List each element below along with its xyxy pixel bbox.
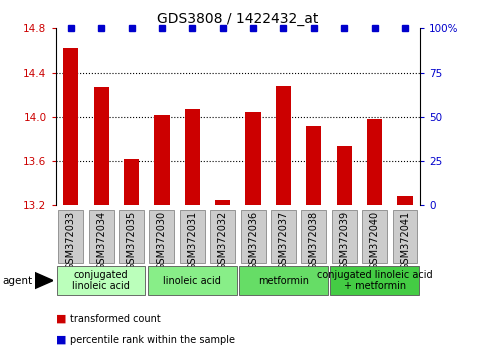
- Bar: [367, 119, 382, 205]
- FancyBboxPatch shape: [393, 210, 417, 263]
- Text: GSM372032: GSM372032: [218, 211, 227, 270]
- FancyBboxPatch shape: [241, 210, 266, 263]
- Text: GSM372039: GSM372039: [339, 211, 349, 270]
- Text: transformed count: transformed count: [70, 314, 161, 324]
- FancyBboxPatch shape: [301, 210, 327, 263]
- Text: linoleic acid: linoleic acid: [163, 275, 221, 286]
- Text: ■: ■: [56, 314, 66, 324]
- FancyBboxPatch shape: [57, 267, 145, 295]
- FancyBboxPatch shape: [239, 267, 328, 295]
- Text: GSM372038: GSM372038: [309, 211, 319, 270]
- Text: GSM372037: GSM372037: [279, 211, 288, 270]
- Text: GSM372034: GSM372034: [96, 211, 106, 270]
- FancyBboxPatch shape: [180, 210, 205, 263]
- FancyBboxPatch shape: [271, 210, 296, 263]
- Title: GDS3808 / 1422432_at: GDS3808 / 1422432_at: [157, 12, 319, 26]
- Text: GSM372030: GSM372030: [157, 211, 167, 270]
- Polygon shape: [35, 273, 53, 289]
- FancyBboxPatch shape: [210, 210, 235, 263]
- Text: GSM372036: GSM372036: [248, 211, 258, 270]
- FancyBboxPatch shape: [149, 210, 174, 263]
- Bar: [215, 200, 230, 205]
- Bar: [306, 126, 322, 205]
- Bar: [276, 86, 291, 205]
- Bar: [94, 87, 109, 205]
- Text: GSM372040: GSM372040: [369, 211, 380, 270]
- Text: ■: ■: [56, 335, 66, 345]
- Bar: [124, 159, 139, 205]
- Bar: [63, 48, 78, 205]
- Bar: [398, 196, 412, 205]
- Text: conjugated
linoleic acid: conjugated linoleic acid: [72, 270, 130, 291]
- FancyBboxPatch shape: [332, 210, 357, 263]
- FancyBboxPatch shape: [148, 267, 237, 295]
- FancyBboxPatch shape: [330, 267, 419, 295]
- Bar: [337, 145, 352, 205]
- Text: GSM372033: GSM372033: [66, 211, 76, 270]
- Text: metformin: metformin: [258, 275, 309, 286]
- Text: percentile rank within the sample: percentile rank within the sample: [70, 335, 235, 345]
- Text: GSM372031: GSM372031: [187, 211, 197, 270]
- FancyBboxPatch shape: [89, 210, 114, 263]
- Text: GSM372035: GSM372035: [127, 211, 137, 270]
- Text: GSM372041: GSM372041: [400, 211, 410, 270]
- Text: agent: agent: [2, 275, 32, 286]
- FancyBboxPatch shape: [58, 210, 83, 263]
- Bar: [245, 113, 261, 205]
- Bar: [154, 115, 170, 205]
- Text: conjugated linoleic acid
+ metformin: conjugated linoleic acid + metformin: [317, 270, 432, 291]
- Bar: [185, 109, 200, 205]
- FancyBboxPatch shape: [362, 210, 387, 263]
- FancyBboxPatch shape: [119, 210, 144, 263]
